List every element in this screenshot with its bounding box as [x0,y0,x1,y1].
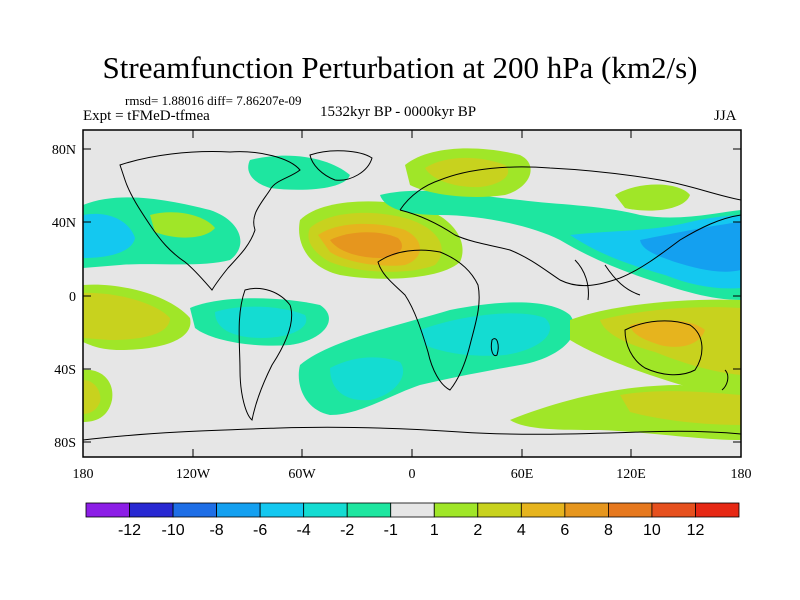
colorbar-swatch [477,502,522,518]
x-tick-label: 180 [73,467,94,482]
colorbar-label: -12 [118,522,141,539]
y-tick-label: 80S [54,436,76,451]
colorbar-label: 6 [560,522,569,539]
colorbar-swatch [216,502,261,518]
colorbar-label: 4 [517,522,526,539]
period-label: 1532kyr BP - 0000kyr BP [320,104,477,120]
x-tick-label: 60E [511,467,534,482]
y-axis-ticks [83,148,741,443]
colorbar-swatch [520,502,566,518]
colorbar-swatch [433,502,479,518]
x-tick-label: 180 [731,467,752,482]
colorbar-swatch [259,502,305,518]
y-tick-label: 40S [54,363,76,378]
colorbar-label: -10 [162,522,185,539]
coastlines [83,150,741,441]
colorbar-label: 2 [473,522,482,539]
x-tick-label: 120E [616,467,646,482]
colorbar-swatch [172,502,218,518]
y-tick-label: 0 [69,290,76,305]
contour-field [83,130,741,457]
colorbar-swatch [303,502,348,518]
experiment-label: Expt = tFMeD-tfmea [83,108,210,124]
y-tick-label: 80N [52,143,76,158]
x-axis-ticks [82,130,742,457]
colorbar: -12 -10 -8 -6 -4 -2 -1 1 2 4 6 8 10 12 [85,502,740,539]
y-tick-label: 40N [52,216,76,231]
x-tick-label: 60W [288,467,316,482]
colorbar-swatch [695,502,740,518]
map-title: Streamfunction Perturbation at 200 hPa (… [102,50,698,85]
colorbar-swatch [390,502,435,518]
colorbar-label: -2 [340,522,354,539]
colorbar-label: -6 [253,522,267,539]
colorbar-label: 1 [430,522,439,539]
colorbar-label: -8 [209,522,223,539]
colorbar-swatch [608,502,653,518]
season-label: JJA [714,108,737,124]
colorbar-label: -1 [384,522,398,539]
colorbar-swatch [346,502,392,518]
stats-label: rmsd= 1.88016 diff= 7.86207e-09 [125,93,302,108]
colorbar-label: -4 [297,522,311,539]
x-tick-label: 120W [176,467,211,482]
colorbar-swatch [85,502,130,518]
colorbar-label: 12 [687,522,705,539]
x-tick-label: 0 [409,467,416,482]
colorbar-label: 10 [643,522,661,539]
colorbar-swatch [651,502,696,518]
colorbar-swatch [564,502,609,518]
colorbar-label: 8 [604,522,613,539]
colorbar-swatch [129,502,174,518]
